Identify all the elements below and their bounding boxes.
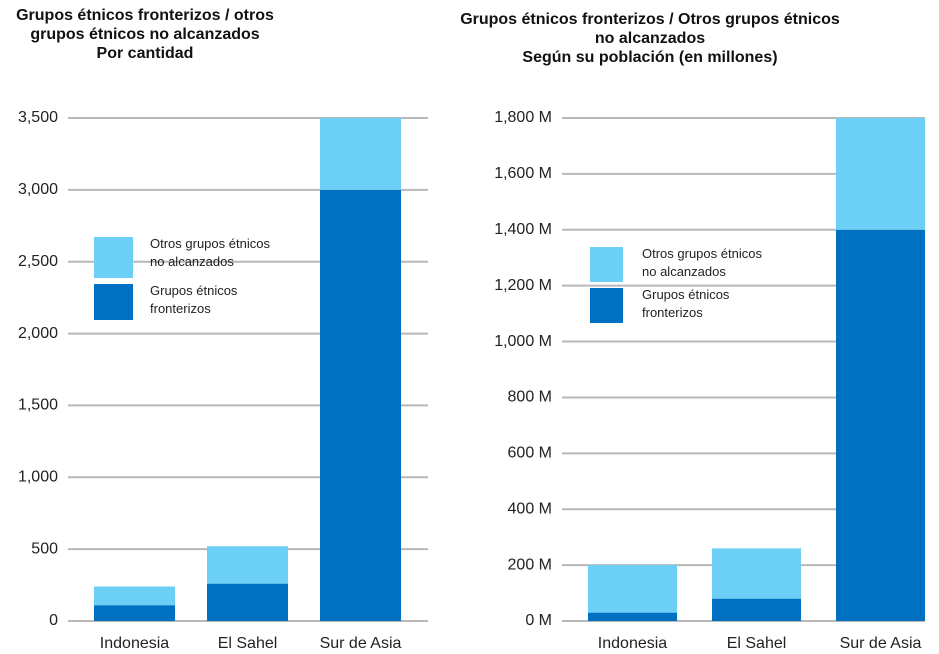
- bar-segment: [836, 118, 925, 230]
- y-tick-label: 0 M: [525, 612, 552, 629]
- x-tick-label: Sur de Asia: [320, 635, 402, 652]
- x-tick-label: Indonesia: [100, 635, 169, 652]
- legend-swatch: [590, 247, 623, 282]
- chart-title: Grupos étnicos fronterizos / Otros grupo…: [460, 11, 840, 47]
- y-tick-label: 1,600 M: [494, 165, 552, 182]
- legend-label: Otros grupos étnicos no alcanzados: [642, 246, 762, 279]
- y-tick-label: 400 M: [508, 500, 552, 517]
- y-tick-label: 1,200 M: [494, 277, 552, 294]
- bar-segment: [712, 598, 801, 621]
- y-tick-label: 500: [31, 540, 58, 557]
- y-tick-label: 1,000 M: [494, 333, 552, 350]
- legend-text-box: Grupos étnicos fronterizos: [150, 283, 238, 316]
- bar-segment: [94, 586, 175, 606]
- legend-text-box: Grupos étnicos fronterizos: [642, 287, 730, 320]
- y-tick-label: 800 M: [508, 389, 552, 406]
- y-tick-label: 0: [49, 612, 58, 629]
- y-tick-label: 600 M: [508, 445, 552, 462]
- x-tick-label: Sur de Asia: [840, 635, 922, 652]
- x-tick-label: Indonesia: [598, 635, 667, 652]
- legend-text-box: Otros grupos étnicos no alcanzados: [150, 236, 270, 269]
- y-tick-label: 3,500: [18, 109, 58, 126]
- bar-segment: [588, 612, 677, 621]
- bar-segment: [207, 583, 288, 621]
- chart-title: Grupos étnicos fronterizos / otros grupo…: [16, 7, 274, 43]
- bar-segment: [320, 118, 401, 190]
- bar-segment: [320, 189, 401, 621]
- y-tick-label: 1,400 M: [494, 221, 552, 238]
- y-tick-label: 2,500: [18, 253, 58, 270]
- y-tick-label: 1,800 M: [494, 109, 552, 126]
- title-block: Grupos étnicos fronterizos / Otros grupo…: [450, 10, 850, 67]
- title-box: Grupos étnicos fronterizos / otros grupo…: [0, 6, 290, 63]
- legend-swatch: [94, 284, 133, 320]
- x-tick-label: El Sahel: [727, 635, 787, 652]
- y-tick-label: 1,500: [18, 397, 58, 414]
- legend-swatch: [94, 237, 133, 278]
- title-block: Grupos étnicos fronterizos / otros grupo…: [0, 6, 290, 63]
- legend-label: Grupos étnicos fronterizos: [642, 287, 730, 320]
- bar-segment: [94, 605, 175, 621]
- bar-segment: [712, 548, 801, 599]
- legend-swatch: [590, 288, 623, 323]
- chart-subtitle: Según su población (en millones): [522, 49, 778, 66]
- legend-text-box: Otros grupos étnicos no alcanzados: [642, 246, 762, 279]
- legend-label: Otros grupos étnicos no alcanzados: [150, 236, 270, 269]
- y-tick-label: 1,000: [18, 469, 58, 486]
- legend-label: Grupos étnicos fronterizos: [150, 283, 238, 316]
- title-box: Grupos étnicos fronterizos / Otros grupo…: [450, 10, 850, 67]
- bar-segment: [588, 565, 677, 613]
- bar-segment: [836, 229, 925, 621]
- y-tick-label: 2,000: [18, 325, 58, 342]
- y-tick-label: 3,000: [18, 181, 58, 198]
- chart-subtitle: Por cantidad: [96, 45, 194, 62]
- bar-segment: [207, 546, 288, 584]
- x-tick-label: El Sahel: [218, 635, 278, 652]
- y-tick-label: 200 M: [508, 556, 552, 573]
